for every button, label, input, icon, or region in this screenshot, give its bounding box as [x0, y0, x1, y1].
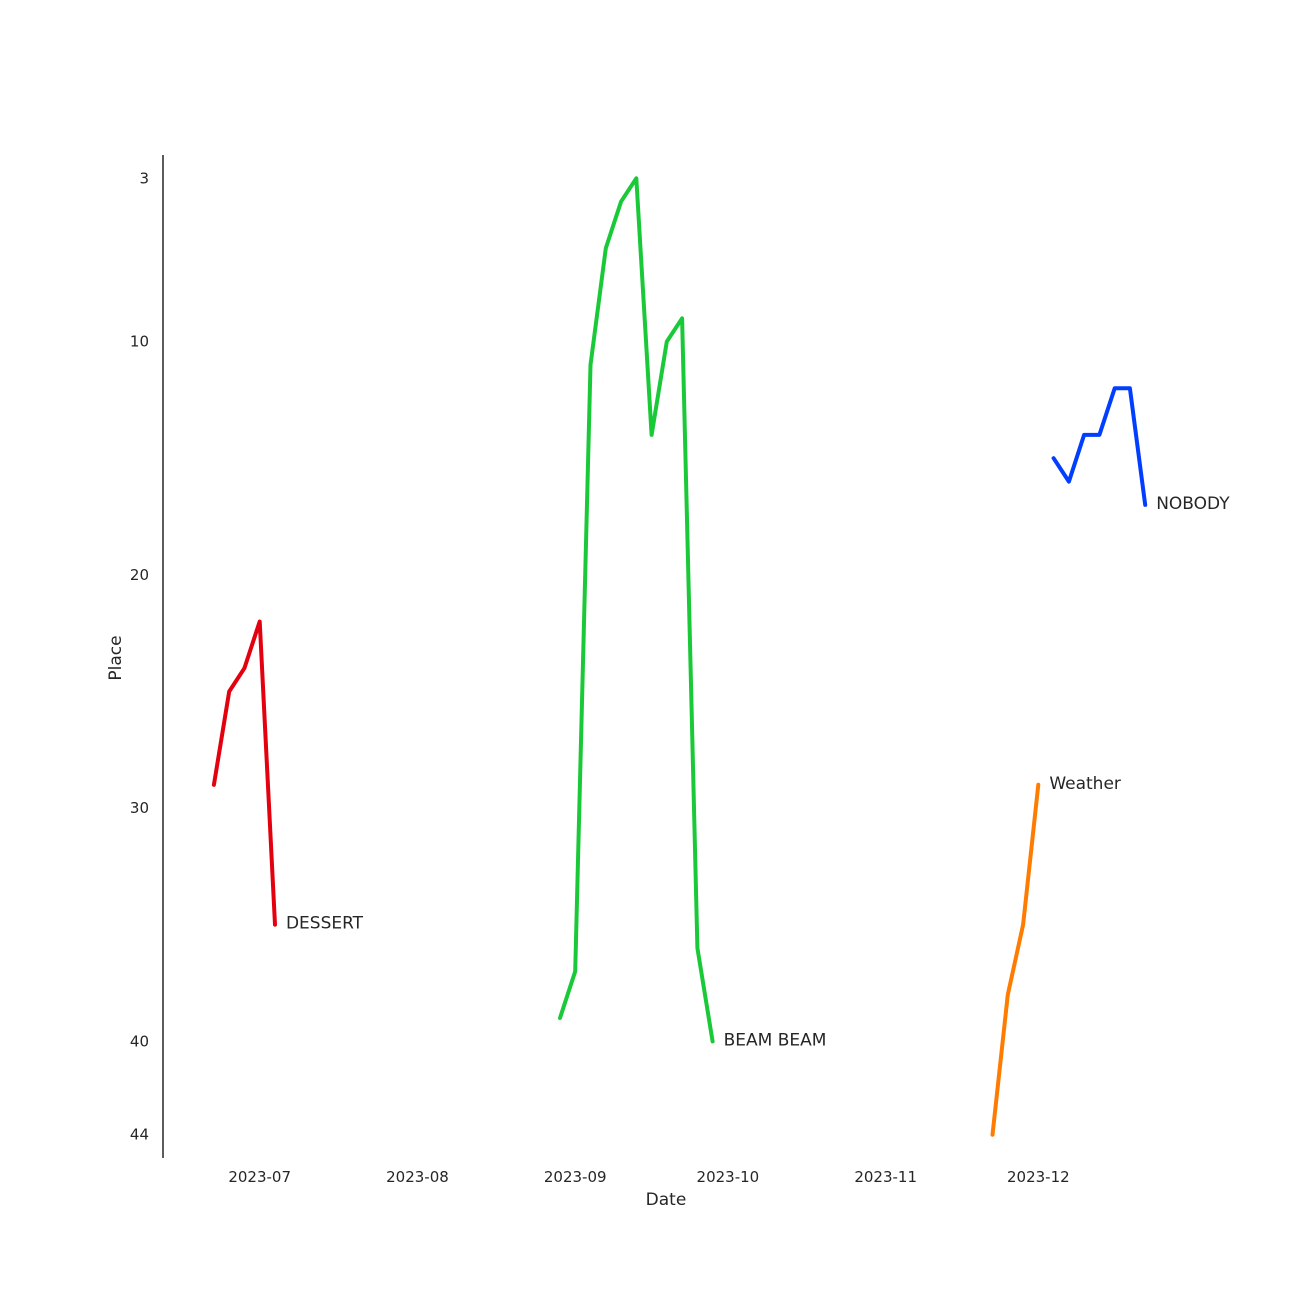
x-tick-label: 2023-09	[544, 1168, 607, 1186]
x-tick-label: 2023-08	[386, 1168, 449, 1186]
series-end-label: Weather	[1049, 774, 1121, 794]
x-axis-title: Date	[646, 1190, 687, 1210]
series-end-label: NOBODY	[1156, 494, 1230, 514]
y-axis-ticks: 3 10 20 30 40 44	[130, 169, 149, 1143]
y-tick-label: 30	[130, 799, 149, 817]
series-line-beam-beam	[558, 176, 715, 1044]
y-tick-label: 20	[130, 566, 149, 584]
x-tick-label: 2023-11	[854, 1168, 917, 1186]
series-line-nobody	[1051, 386, 1148, 507]
x-axis-ticks: 2023-07 2023-08 2023-09 2023-10 2023-11 2023-…	[228, 1168, 1069, 1186]
series-end-label: BEAM BEAM	[724, 1030, 827, 1050]
x-tick-label: 2023-07	[228, 1168, 291, 1186]
series-group: DESSERT BEAM BEAM Weather NOBODY	[211, 176, 1230, 1137]
series-end-label: DESSERT	[286, 914, 364, 934]
y-tick-label: 40	[130, 1032, 149, 1050]
y-tick-label: 3	[139, 169, 149, 187]
x-tick-label: 2023-10	[697, 1168, 760, 1186]
y-tick-label: 44	[130, 1126, 149, 1144]
series-line-dessert	[211, 619, 277, 927]
x-tick-label: 2023-12	[1007, 1168, 1070, 1186]
series-line-weather	[990, 782, 1041, 1137]
y-tick-label: 10	[130, 333, 149, 351]
y-axis-title: Place	[106, 635, 126, 680]
